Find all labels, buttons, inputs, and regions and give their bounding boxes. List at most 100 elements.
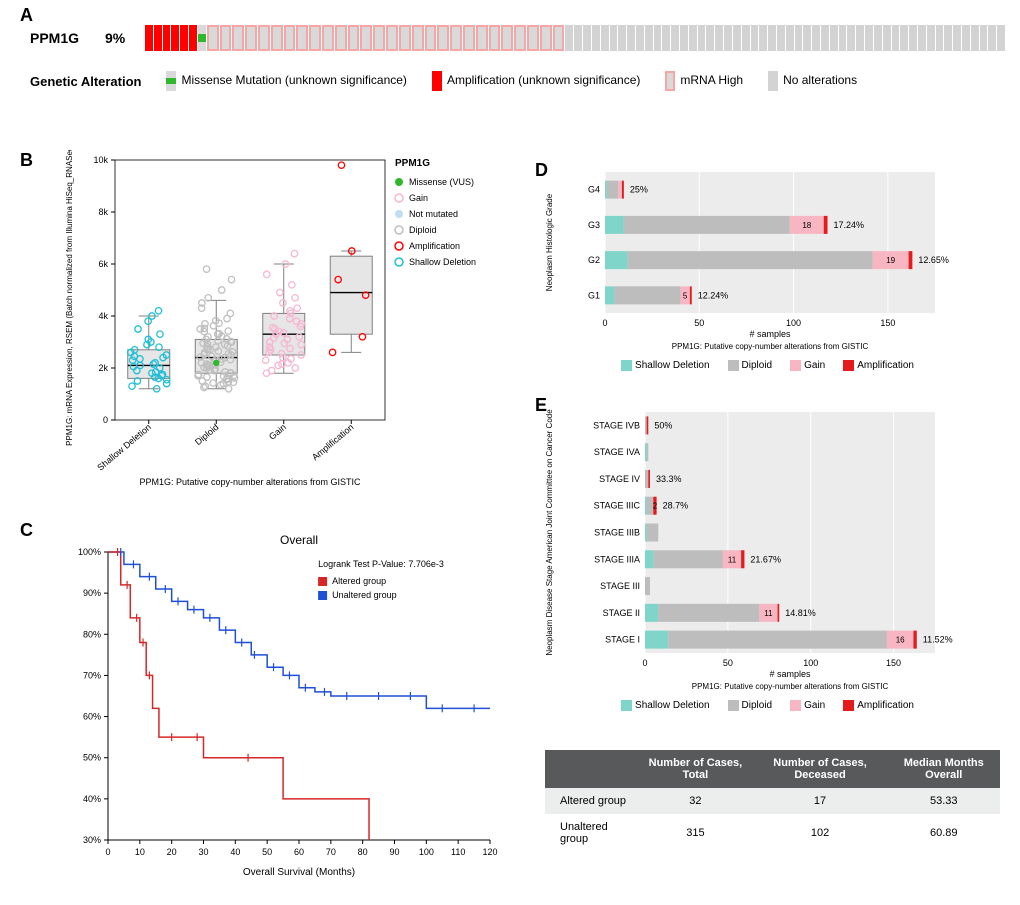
svg-text:Diploid: Diploid	[193, 422, 221, 447]
svg-text:4k: 4k	[98, 311, 108, 321]
onco-cell	[865, 25, 873, 51]
svg-text:6k: 6k	[98, 259, 108, 269]
svg-text:Neoplasm Histologic Grade: Neoplasm Histologic Grade	[545, 193, 554, 291]
survival-summary-table: Number of Cases, TotalNumber of Cases, D…	[545, 750, 1000, 852]
panel-a-letter: A	[20, 5, 33, 26]
svg-text:40%: 40%	[83, 794, 101, 804]
onco-cell	[425, 25, 437, 51]
onco-cell	[636, 25, 644, 51]
svg-text:STAGE IIIC: STAGE IIIC	[594, 501, 641, 511]
onco-cell	[284, 25, 296, 51]
table-header: Median Months Overall	[887, 750, 1000, 788]
svg-text:2k: 2k	[98, 363, 108, 373]
onco-cell	[296, 25, 308, 51]
onco-cell	[489, 25, 501, 51]
gene-label: PPM1G	[30, 30, 105, 46]
svg-text:19: 19	[886, 256, 895, 265]
svg-text:# samples: # samples	[769, 669, 811, 679]
onco-cell	[786, 25, 794, 51]
svg-text:60%: 60%	[83, 712, 101, 722]
onco-cell	[662, 25, 670, 51]
onco-cell	[944, 25, 952, 51]
svg-text:Overall: Overall	[280, 533, 318, 547]
onco-cell	[847, 25, 855, 51]
onco-cell	[437, 25, 449, 51]
onco-cell	[645, 25, 653, 51]
onco-cell	[565, 25, 573, 51]
histologic-grade-barchart: 05010015025%G41817.24%G31912.65%G2512.24…	[540, 160, 995, 390]
onco-cell	[540, 25, 552, 51]
svg-text:60: 60	[294, 847, 304, 857]
legend-item-mrna: mRNA High	[665, 71, 743, 91]
svg-text:80: 80	[358, 847, 368, 857]
onco-cell	[514, 25, 526, 51]
legend-title: Genetic Alteration	[30, 74, 141, 89]
onco-cell	[180, 25, 188, 51]
svg-text:70: 70	[326, 847, 336, 857]
svg-text:Diploid: Diploid	[409, 225, 437, 235]
onco-cell	[360, 25, 372, 51]
onco-cell	[373, 25, 385, 51]
panel-c-letter: C	[20, 520, 33, 541]
onco-cell	[706, 25, 714, 51]
svg-text:10: 10	[135, 847, 145, 857]
svg-text:33.3%: 33.3%	[656, 474, 682, 484]
onco-cell	[258, 25, 270, 51]
onco-cell	[803, 25, 811, 51]
table-row: Altered group321753.33	[545, 788, 1000, 814]
svg-text:Logrank Test P-Value: 7.706e-3: Logrank Test P-Value: 7.706e-3	[318, 559, 444, 569]
table-header: Number of Cases, Total	[638, 750, 752, 788]
onco-cell	[830, 25, 838, 51]
svg-text:8k: 8k	[98, 207, 108, 217]
onco-cell	[856, 25, 864, 51]
onco-cell	[618, 25, 626, 51]
onco-cell	[980, 25, 988, 51]
table-header	[545, 750, 638, 788]
onco-cell	[627, 25, 635, 51]
onco-cell	[698, 25, 706, 51]
onco-cell	[198, 25, 206, 51]
svg-text:0: 0	[642, 658, 647, 668]
onco-cell	[412, 25, 424, 51]
onco-cell	[309, 25, 321, 51]
onco-cell	[715, 25, 723, 51]
onco-cell	[501, 25, 513, 51]
svg-text:Overall Survival (Months): Overall Survival (Months)	[243, 867, 355, 878]
onco-cell	[271, 25, 283, 51]
legend-item-amp: Amplification (unknown significance)	[432, 71, 640, 91]
svg-text:0: 0	[602, 318, 607, 328]
svg-text:50: 50	[262, 847, 272, 857]
onco-cell	[154, 25, 162, 51]
svg-text:11: 11	[728, 555, 737, 564]
svg-text:20: 20	[167, 847, 177, 857]
svg-text:30: 30	[198, 847, 208, 857]
svg-text:50: 50	[694, 318, 704, 328]
svg-text:10k: 10k	[93, 155, 108, 165]
svg-text:11: 11	[764, 609, 773, 618]
svg-text:STAGE IVA: STAGE IVA	[594, 447, 640, 457]
svg-text:30%: 30%	[83, 835, 101, 845]
stage-barchart: 05010015050%STAGE IVBSTAGE IVA33.3%STAGE…	[540, 400, 995, 730]
svg-text:G4: G4	[588, 185, 600, 195]
svg-text:PPM1G: Putative copy-number al: PPM1G: Putative copy-number alterations …	[672, 342, 869, 351]
onco-cell	[463, 25, 475, 51]
onco-cell	[171, 25, 179, 51]
svg-text:25%: 25%	[630, 185, 648, 195]
svg-text:PPM1G: Putative copy-number al: PPM1G: Putative copy-number alterations …	[139, 477, 361, 487]
legend-item-none: No alterations	[768, 71, 857, 91]
svg-text:16: 16	[896, 636, 905, 645]
onco-cell	[795, 25, 803, 51]
svg-text:150: 150	[880, 318, 895, 328]
svg-text:Unaltered group: Unaltered group	[332, 590, 397, 600]
svg-text:50: 50	[723, 658, 733, 668]
svg-text:Altered group: Altered group	[332, 576, 386, 586]
onco-cell	[335, 25, 347, 51]
svg-text:100%: 100%	[78, 547, 101, 557]
svg-text:90: 90	[389, 847, 399, 857]
svg-text:Neoplasm Disease Stage America: Neoplasm Disease Stage American Joint Co…	[545, 409, 554, 656]
legend-item: Shallow Deletion	[621, 360, 710, 371]
svg-text:G3: G3	[588, 220, 600, 230]
km-survival-plot: Overall010203040506070809010011012030%40…	[60, 530, 505, 880]
onco-cell	[583, 25, 591, 51]
legend-item: Amplification	[843, 360, 914, 371]
